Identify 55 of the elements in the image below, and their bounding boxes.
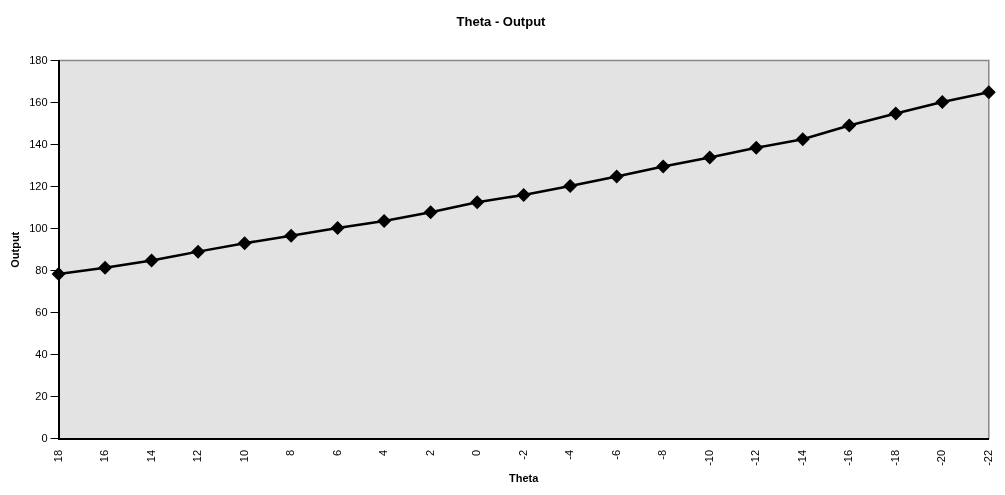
y-tick-label: 120 <box>29 179 48 192</box>
point <box>470 195 485 210</box>
point <box>237 236 252 251</box>
x-tick-label: -18 <box>888 449 901 466</box>
point <box>842 118 857 133</box>
x-tick-label: -12 <box>749 449 762 466</box>
point <box>377 213 392 228</box>
y-tick-label: 180 <box>29 53 48 66</box>
point <box>516 187 531 202</box>
y-axis-title: Output <box>8 231 21 268</box>
x-tick-label: 0 <box>470 449 483 457</box>
point <box>51 266 66 281</box>
point <box>144 253 159 268</box>
y-tick-label: 160 <box>29 95 48 108</box>
point <box>888 106 903 121</box>
point <box>935 95 950 109</box>
x-tick-label: -2 <box>516 449 529 460</box>
x-tick-label: -4 <box>563 449 576 460</box>
point <box>191 244 206 259</box>
point <box>284 228 299 243</box>
x-tick-label: -6 <box>609 449 622 460</box>
x-tick-label: 8 <box>284 449 297 457</box>
point <box>749 140 764 155</box>
x-tick-label: 14 <box>144 449 157 463</box>
y-tick-label: 60 <box>35 305 48 318</box>
point <box>330 221 345 236</box>
point <box>656 159 671 174</box>
y-tick-label: 80 <box>35 263 48 276</box>
point <box>981 85 996 100</box>
x-tick-label: -10 <box>702 449 715 466</box>
x-tick-label: 2 <box>423 449 436 457</box>
point <box>795 132 810 147</box>
point <box>563 179 578 194</box>
x-tick-label: -16 <box>842 449 855 466</box>
x-tick-label: 18 <box>51 449 64 463</box>
x-tick-label: 16 <box>98 449 111 463</box>
x-tick-label: -20 <box>935 449 948 466</box>
x-axis-title: Theta <box>509 472 540 485</box>
x-tick-label: -22 <box>981 449 994 466</box>
point <box>98 260 113 275</box>
y-tick-label: 0 <box>41 431 48 444</box>
chart-title: Theta - Output <box>456 14 547 30</box>
x-tick-label: -8 <box>656 449 669 460</box>
y-tick-label: 100 <box>29 221 48 234</box>
x-tick-label: 6 <box>330 449 343 457</box>
x-tick-label: 4 <box>377 449 390 457</box>
y-tick-label: 40 <box>35 347 48 360</box>
point <box>423 205 438 220</box>
point <box>702 150 717 165</box>
x-tick-label: 12 <box>191 449 204 463</box>
point <box>609 169 624 184</box>
x-tick-label: -14 <box>795 449 808 466</box>
y-tick-label: 140 <box>29 137 48 150</box>
x-tick-label: 10 <box>237 449 250 463</box>
y-tick-label: 20 <box>35 389 48 402</box>
